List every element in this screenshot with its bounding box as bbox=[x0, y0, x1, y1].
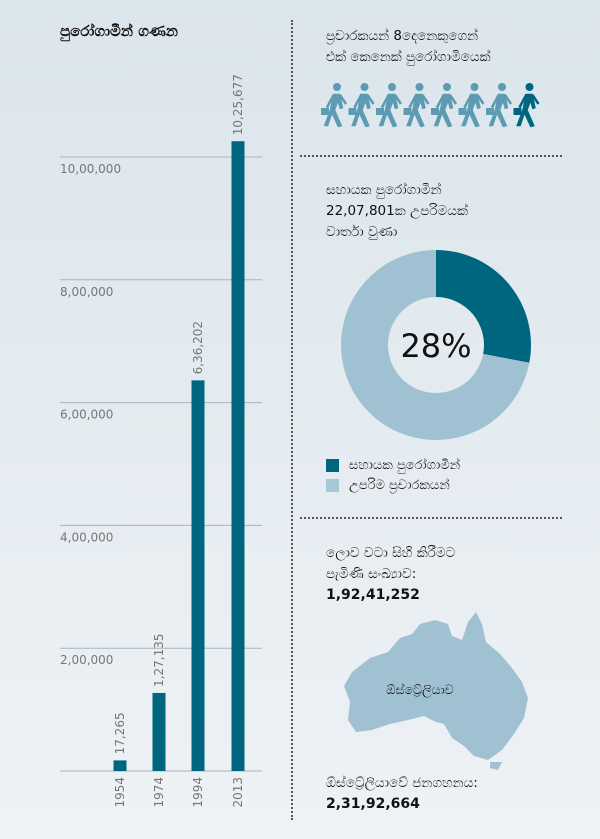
arm bbox=[531, 94, 540, 105]
divider bbox=[300, 517, 562, 519]
legend-swatch bbox=[326, 479, 339, 492]
australia-shape bbox=[344, 612, 528, 770]
donut-slice bbox=[436, 250, 531, 363]
head bbox=[415, 83, 424, 91]
donut-line-2: 22,07,801ක උපරිමයක් bbox=[326, 203, 468, 219]
arm bbox=[366, 94, 375, 105]
y-tick-label: 4,00,000 bbox=[60, 530, 113, 544]
walking-person-icon bbox=[486, 83, 513, 128]
body bbox=[516, 93, 536, 128]
body bbox=[323, 93, 344, 128]
y-tick-label: 8,00,000 bbox=[60, 285, 113, 299]
body bbox=[378, 93, 399, 128]
briefcase bbox=[513, 108, 522, 115]
chart-title: පුරෝගාමීන් ගණන bbox=[60, 22, 178, 40]
donut-line-3: වාර්තා වුණා bbox=[326, 224, 398, 240]
head bbox=[388, 83, 396, 91]
bar bbox=[152, 692, 166, 771]
memorial-value: 1,92,41,252 bbox=[326, 587, 420, 603]
legend-swatch bbox=[326, 459, 339, 472]
legend-label: උපරිම ප්‍රචාරකයන් bbox=[349, 478, 450, 493]
body bbox=[351, 93, 371, 128]
arm bbox=[503, 94, 513, 105]
walking-person-icon bbox=[348, 83, 375, 128]
walking-person-icon bbox=[458, 83, 485, 128]
walking-person-icon bbox=[376, 83, 403, 128]
x-tick-label: 1994 bbox=[191, 777, 205, 808]
body bbox=[406, 93, 426, 128]
bar bbox=[231, 141, 245, 772]
donut-center-label: 28% bbox=[400, 327, 471, 365]
people-icons bbox=[321, 83, 540, 128]
briefcase bbox=[348, 108, 357, 115]
walking-person-icon bbox=[403, 83, 430, 128]
vertical-divider bbox=[291, 20, 293, 820]
data-label: 10,25,677 bbox=[231, 74, 245, 135]
head bbox=[360, 83, 369, 91]
y-tick-label: 6,00,000 bbox=[60, 408, 113, 422]
bar bbox=[113, 760, 127, 771]
memorial-line-2: පැමිණි සංඛ්‍යාව: bbox=[326, 566, 417, 582]
body bbox=[433, 93, 454, 128]
divider bbox=[300, 155, 562, 157]
walking-person-icon bbox=[431, 83, 458, 128]
briefcase bbox=[486, 108, 494, 115]
bar bbox=[191, 380, 205, 771]
arm bbox=[393, 94, 403, 105]
body bbox=[488, 93, 509, 128]
donut-chart: 28% bbox=[341, 250, 531, 440]
x-tick-label: 1974 bbox=[152, 777, 166, 808]
population-value: 2,31,92,664 bbox=[326, 796, 420, 812]
head bbox=[470, 83, 479, 91]
walking-person-icon bbox=[321, 83, 348, 128]
arm bbox=[448, 94, 458, 105]
head bbox=[498, 83, 506, 91]
data-label: 17,265 bbox=[113, 712, 127, 754]
bar-chart: 2,00,000 4,00,000 6,00,000 8,00,000 10,00,00… bbox=[60, 74, 262, 808]
walking-person-icon bbox=[513, 83, 540, 128]
head bbox=[333, 83, 341, 91]
australia-map: ඕස්ට්‍රේලියාව bbox=[344, 612, 528, 770]
ratio-line-1: ප්‍රචාරකයන් 8දෙනෙකුගෙන් bbox=[326, 28, 479, 44]
population-label: ඕස්ට්‍රේලියාවේ ජනගහනය: bbox=[326, 775, 478, 791]
arm bbox=[338, 94, 348, 105]
arm bbox=[476, 94, 485, 105]
data-label: 1,27,135 bbox=[152, 634, 166, 687]
donut-line-1: සහායක පුරෝගාමීන් bbox=[326, 182, 442, 198]
ratio-line-2: එක් කෙනෙක් පුරෝගාමියෙක් bbox=[326, 49, 491, 65]
head bbox=[525, 83, 534, 91]
body bbox=[461, 93, 481, 128]
data-label: 6,36,202 bbox=[191, 321, 205, 374]
legend-item: සහායක පුරෝගාමීන් bbox=[326, 458, 460, 473]
y-tick-label: 10,00,000 bbox=[60, 162, 121, 176]
y-tick-label: 2,00,000 bbox=[60, 653, 113, 667]
briefcase bbox=[403, 108, 412, 115]
briefcase bbox=[321, 108, 329, 115]
x-tick-label: 2013 bbox=[231, 777, 245, 808]
donut-slice bbox=[341, 250, 530, 440]
legend-item: උපරිම ප්‍රචාරකයන් bbox=[326, 478, 450, 493]
memorial-line-1: ලොව වටා සිහි කිරීමට bbox=[326, 545, 456, 561]
legend-label: සහායක පුරෝගාමීන් bbox=[349, 458, 461, 473]
briefcase bbox=[458, 108, 467, 115]
x-tick-label: 1954 bbox=[113, 777, 127, 808]
head bbox=[443, 83, 451, 91]
briefcase bbox=[376, 108, 384, 115]
map-label: ඕස්ට්‍රේලියාව bbox=[386, 682, 453, 698]
briefcase bbox=[431, 108, 439, 115]
arm bbox=[421, 94, 430, 105]
